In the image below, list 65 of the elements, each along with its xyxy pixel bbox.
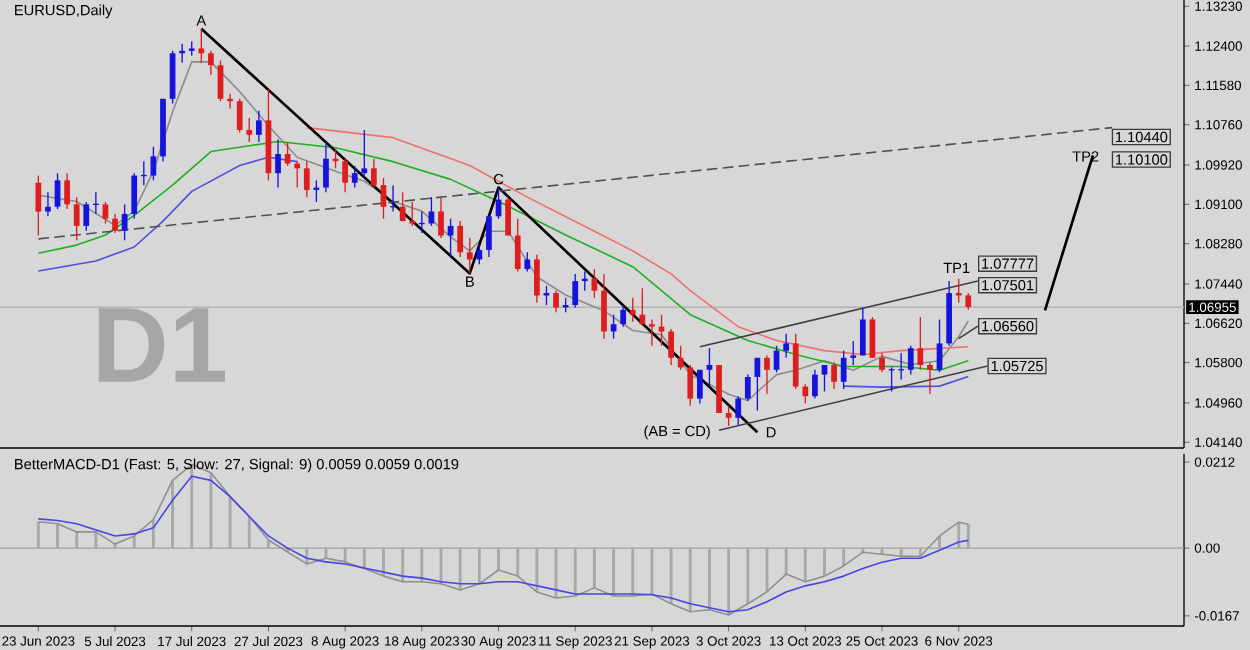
candlestick — [840, 349, 847, 390]
candlestick — [744, 373, 751, 402]
candlestick — [859, 306, 866, 357]
candlestick — [524, 251, 531, 273]
candlestick — [303, 160, 310, 198]
line-series — [37, 156, 298, 272]
candlestick — [361, 129, 368, 177]
candlestick — [121, 203, 128, 241]
candlestick — [83, 201, 90, 232]
candlestick — [284, 141, 291, 167]
candlestick — [466, 237, 473, 275]
candlestick — [131, 172, 138, 220]
candlestick — [907, 345, 914, 376]
candlestick — [831, 361, 837, 390]
candlestick — [812, 369, 818, 400]
candlestick — [342, 158, 349, 194]
candlestick — [917, 316, 924, 371]
candlestick — [476, 244, 483, 265]
candlestick — [677, 345, 684, 371]
candlestick — [35, 174, 42, 237]
candlestick — [371, 158, 377, 189]
candlestick — [572, 273, 579, 309]
candlestick — [150, 146, 157, 182]
candlestick — [802, 383, 809, 405]
candlestick — [687, 364, 694, 407]
candlestick — [649, 318, 655, 347]
candlestick — [696, 369, 703, 405]
candlestick — [399, 191, 406, 222]
candlestick — [735, 395, 742, 426]
candlestick — [351, 165, 358, 189]
candlestick — [438, 196, 444, 239]
candlestick — [764, 354, 770, 395]
candlestick — [821, 364, 828, 393]
candlestick — [409, 201, 416, 227]
candlestick — [783, 333, 790, 359]
line-series — [305, 126, 970, 356]
candlestick — [534, 254, 540, 304]
candlestick — [64, 172, 70, 210]
candlestick — [601, 273, 607, 340]
candlestick — [792, 333, 799, 390]
candlestick — [323, 141, 329, 194]
candlestick — [514, 218, 521, 273]
candlestick — [447, 218, 454, 258]
candlestick — [73, 196, 80, 241]
candlestick — [879, 352, 885, 373]
candlestick — [208, 50, 214, 76]
candlestick — [255, 110, 262, 143]
candlestick — [198, 28, 205, 64]
candlestick — [102, 201, 109, 225]
candlestick — [668, 328, 674, 366]
candlestick — [629, 297, 636, 323]
candlestick — [457, 220, 464, 258]
candlestick — [236, 98, 243, 134]
candlestick — [486, 215, 492, 258]
candlestick — [620, 304, 627, 328]
candlestick — [275, 138, 281, 189]
candlestick — [927, 361, 933, 395]
candlestick — [553, 290, 559, 313]
candlestick — [850, 340, 857, 366]
candlestick — [112, 213, 118, 234]
candlestick — [45, 191, 51, 217]
candlestick — [716, 365, 722, 413]
candlestick — [246, 117, 253, 143]
candlestick — [505, 196, 511, 237]
candlestick — [639, 287, 646, 325]
